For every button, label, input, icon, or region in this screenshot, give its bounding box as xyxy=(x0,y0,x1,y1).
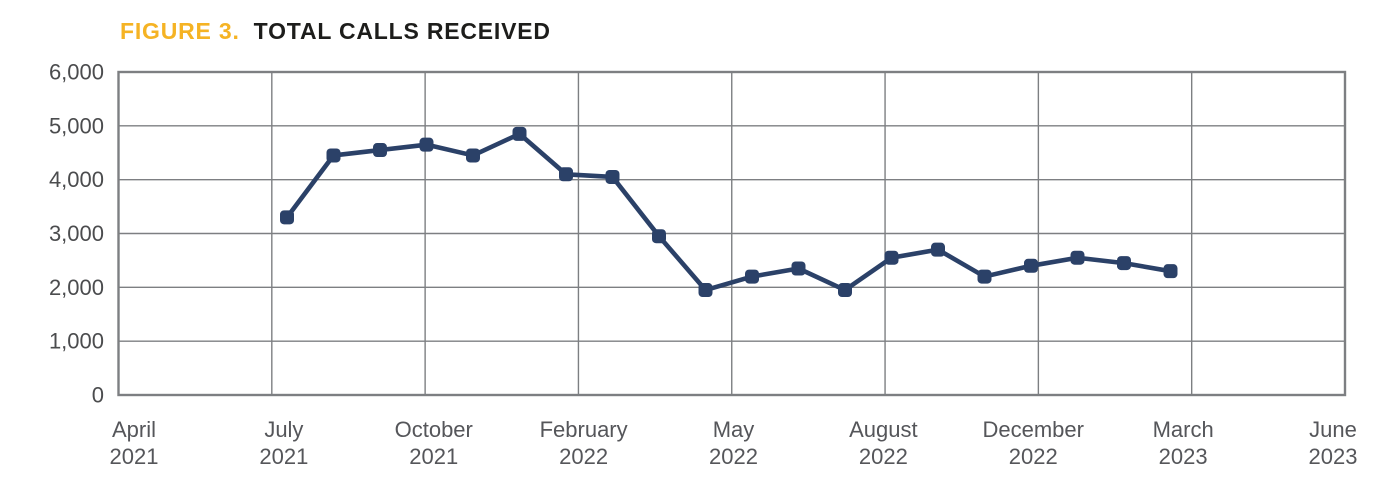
data-point-marker xyxy=(884,250,899,265)
data-point-marker xyxy=(652,229,666,244)
x-tick-label-year: 2023 xyxy=(1309,444,1358,469)
y-tick-label: 4,000 xyxy=(49,167,104,192)
x-tick-label-year: 2022 xyxy=(709,444,758,469)
data-point-marker xyxy=(791,261,806,276)
y-tick-label: 1,000 xyxy=(49,329,104,354)
x-tick-label-month: May xyxy=(713,417,755,442)
data-point-marker xyxy=(605,169,620,184)
x-tick-label-month: October xyxy=(395,417,473,442)
data-point-marker xyxy=(1070,250,1085,265)
y-tick-label: 5,000 xyxy=(49,113,104,138)
calls-line xyxy=(284,131,1173,293)
figure-label: FIGURE 3. xyxy=(120,18,240,44)
plot-border xyxy=(117,70,1347,397)
page-title: TOTAL CALLS RECEIVED xyxy=(253,18,551,44)
data-point-marker xyxy=(745,269,759,284)
data-point-marker xyxy=(373,143,387,158)
x-tick-label-year: 2022 xyxy=(559,444,608,469)
data-point-marker xyxy=(1024,258,1038,273)
x-tick-label-month: July xyxy=(264,417,303,442)
data-point-marker xyxy=(512,126,527,141)
y-tick-label: 0 xyxy=(92,383,104,408)
x-tick-label-year: 2021 xyxy=(259,444,308,469)
data-point-marker xyxy=(1117,256,1131,271)
x-tick-label-month: August xyxy=(849,417,918,442)
x-tick-label-year: 2022 xyxy=(1009,444,1058,469)
x-tick-label-year: 2023 xyxy=(1159,444,1208,469)
data-point-marker xyxy=(280,210,294,225)
x-tick-label-month: February xyxy=(540,417,628,442)
x-tick-label-year: 2022 xyxy=(859,444,908,469)
data-point-marker xyxy=(698,283,713,298)
data-point-marker xyxy=(838,283,852,298)
x-tick-label-month: April xyxy=(112,417,156,442)
y-tick-label: 6,000 xyxy=(49,60,104,85)
figure-title: FIGURE 3. TOTAL CALLS RECEIVED xyxy=(120,18,551,45)
data-point-marker xyxy=(1163,264,1178,279)
data-point-marker xyxy=(931,242,945,257)
x-tick-label-year: 2021 xyxy=(409,444,458,469)
data-point-marker xyxy=(326,148,341,163)
x-tick-label-month: December xyxy=(983,417,1084,442)
data-point-marker xyxy=(466,148,480,163)
y-tick-label: 3,000 xyxy=(49,221,104,246)
data-point-marker xyxy=(977,269,992,284)
data-point-marker xyxy=(559,167,573,182)
x-tick-label-month: March xyxy=(1153,417,1214,442)
y-tick-label: 2,000 xyxy=(49,275,104,300)
data-point-marker xyxy=(419,137,434,152)
x-tick-label-month: June xyxy=(1309,417,1357,442)
x-tick-label-year: 2021 xyxy=(110,444,159,469)
